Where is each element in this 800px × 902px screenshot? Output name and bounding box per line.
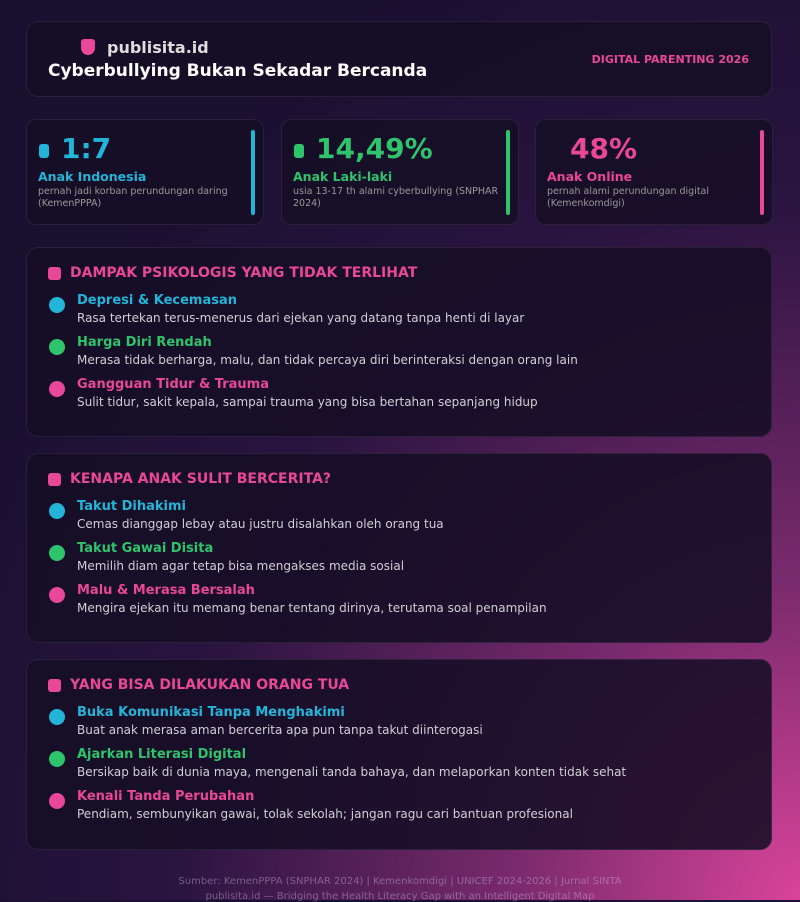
stat-label: Anak Online (547, 169, 633, 184)
stat-card: 1:7 Anak Indonesia pernah jadi korban peru… (26, 119, 264, 225)
item-text: Sulit tidur, sakit kepala, sampai trauma… (77, 395, 538, 409)
stat-accent (251, 130, 255, 215)
brand: publisita.id (81, 38, 209, 57)
stat-icon (39, 144, 49, 158)
item-title: Gangguan Tidur & Trauma (77, 377, 269, 392)
section-title: YANG BISA DILAKUKAN ORANG TUA (70, 677, 350, 693)
section-title: DAMPAK PSIKOLOGIS YANG TIDAK TERLIHAT (70, 265, 418, 281)
header: publisita.id Cyberbullying Bukan Sekadar… (26, 21, 772, 97)
stat-card: 48% Anak Online pernah alami perundungan d… (535, 119, 773, 225)
footer-source: Sumber: KemenPPPA (SNPHAR 2024) | Kemenk… (178, 876, 622, 887)
item-icon (49, 793, 65, 809)
stat-accent (760, 130, 764, 215)
footer-credit: publisita.id — Bridging the Health Liter… (205, 891, 595, 902)
stat-value: 48% (570, 132, 638, 165)
stat-icon (294, 144, 304, 158)
header-title: Cyberbullying Bukan Sekadar Bercanda (48, 61, 428, 81)
item-icon (49, 751, 65, 767)
item-title: Takut Dihakimi (77, 499, 186, 514)
item-title: Harga Diri Rendah (77, 335, 212, 350)
section-card: DAMPAK PSIKOLOGIS YANG TIDAK TERLIHAT Dep… (26, 247, 772, 437)
item-text: Mengira ejekan itu memang benar tentang … (77, 601, 547, 615)
stat-value: 14,49% (316, 132, 433, 165)
header-tag: DIGITAL PARENTING 2026 (591, 53, 749, 66)
item-icon (49, 339, 65, 355)
section-icon (48, 679, 61, 692)
item-title: Buka Komunikasi Tanpa Menghakimi (77, 705, 345, 720)
stat-note: pernah jadi korban perundungan daring (K… (38, 186, 228, 209)
item-text: Rasa tertekan terus-menerus dari ejekan … (77, 311, 525, 325)
item-title: Depresi & Kecemasan (77, 293, 237, 308)
item-title: Kenali Tanda Perubahan (77, 789, 255, 804)
item-text: Merasa tidak berharga, malu, dan tidak p… (77, 353, 578, 367)
item-icon (49, 503, 65, 519)
item-icon (49, 297, 65, 313)
section-card: KENAPA ANAK SULIT BERCERITA? Takut Dihaki… (26, 453, 772, 643)
item-text: Cemas dianggap lebay atau justru disalah… (77, 517, 444, 531)
section-card: YANG BISA DILAKUKAN ORANG TUA Buka Komuni… (26, 659, 772, 850)
stat-label: Anak Laki-laki (293, 169, 393, 184)
item-icon (49, 545, 65, 561)
stat-label: Anak Indonesia (38, 169, 147, 184)
stat-note: usia 13-17 th alami cyberbullying (SNPHA… (293, 186, 499, 209)
item-title: Malu & Merasa Bersalah (77, 583, 255, 598)
item-icon (49, 381, 65, 397)
stat-value: 1:7 (61, 132, 112, 165)
section-title: KENAPA ANAK SULIT BERCERITA? (70, 471, 332, 487)
section-icon (48, 267, 61, 280)
item-text: Pendiam, sembunyikan gawai, tolak sekola… (77, 807, 573, 821)
stat-note: pernah alami perundungan digital (Kemenk… (547, 186, 710, 209)
item-text: Bersikap baik di dunia maya, mengenali t… (77, 765, 627, 779)
stat-accent (506, 130, 510, 215)
item-text: Memilih diam agar tetap bisa mengakses m… (77, 559, 405, 573)
item-icon (49, 587, 65, 603)
item-text: Buat anak merasa aman bercerita apa pun … (77, 723, 483, 737)
item-title: Ajarkan Literasi Digital (77, 747, 247, 762)
item-icon (49, 709, 65, 725)
item-title: Takut Gawai Disita (77, 541, 214, 556)
section-icon (48, 473, 61, 486)
stat-card: 14,49% Anak Laki-laki usia 13-17 th alami … (281, 119, 519, 225)
